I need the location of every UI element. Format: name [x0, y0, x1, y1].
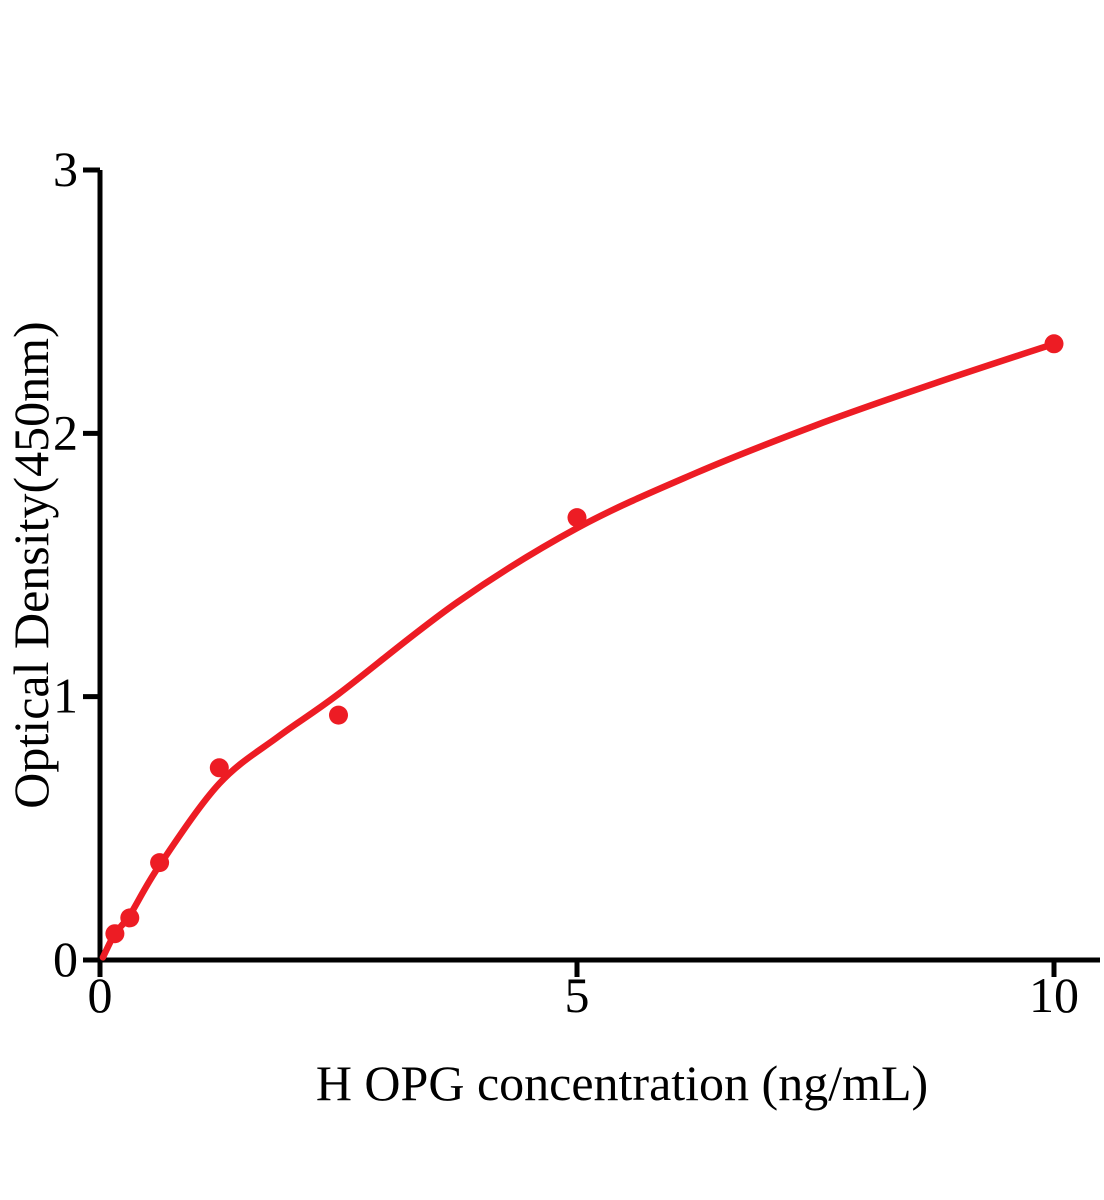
y-tick-label: 3	[53, 141, 78, 197]
fitted-curve	[99, 340, 1058, 961]
axis-spine	[97, 170, 1100, 963]
y-tick-label: 2	[53, 404, 78, 460]
y-tick-label: 1	[53, 668, 78, 724]
x-tick-label: 0	[88, 967, 113, 1023]
x-tick-label: 10	[1029, 967, 1079, 1023]
data-point	[150, 853, 170, 873]
y-axis-title: Optical Density(450nm)	[3, 321, 59, 808]
data-point	[329, 705, 348, 725]
data-point	[209, 758, 229, 778]
data-point	[120, 908, 140, 928]
plot-series	[99, 334, 1064, 961]
data-point	[1044, 334, 1064, 354]
x-tick-label: 5	[565, 967, 590, 1023]
x-axis-title: H OPG concentration (ng/mL)	[316, 1055, 928, 1111]
data-point	[567, 508, 587, 528]
axes: 0 5 10 0 1 2 3	[53, 141, 1100, 1023]
data-point	[105, 924, 125, 944]
y-tick-label: 0	[53, 931, 78, 987]
